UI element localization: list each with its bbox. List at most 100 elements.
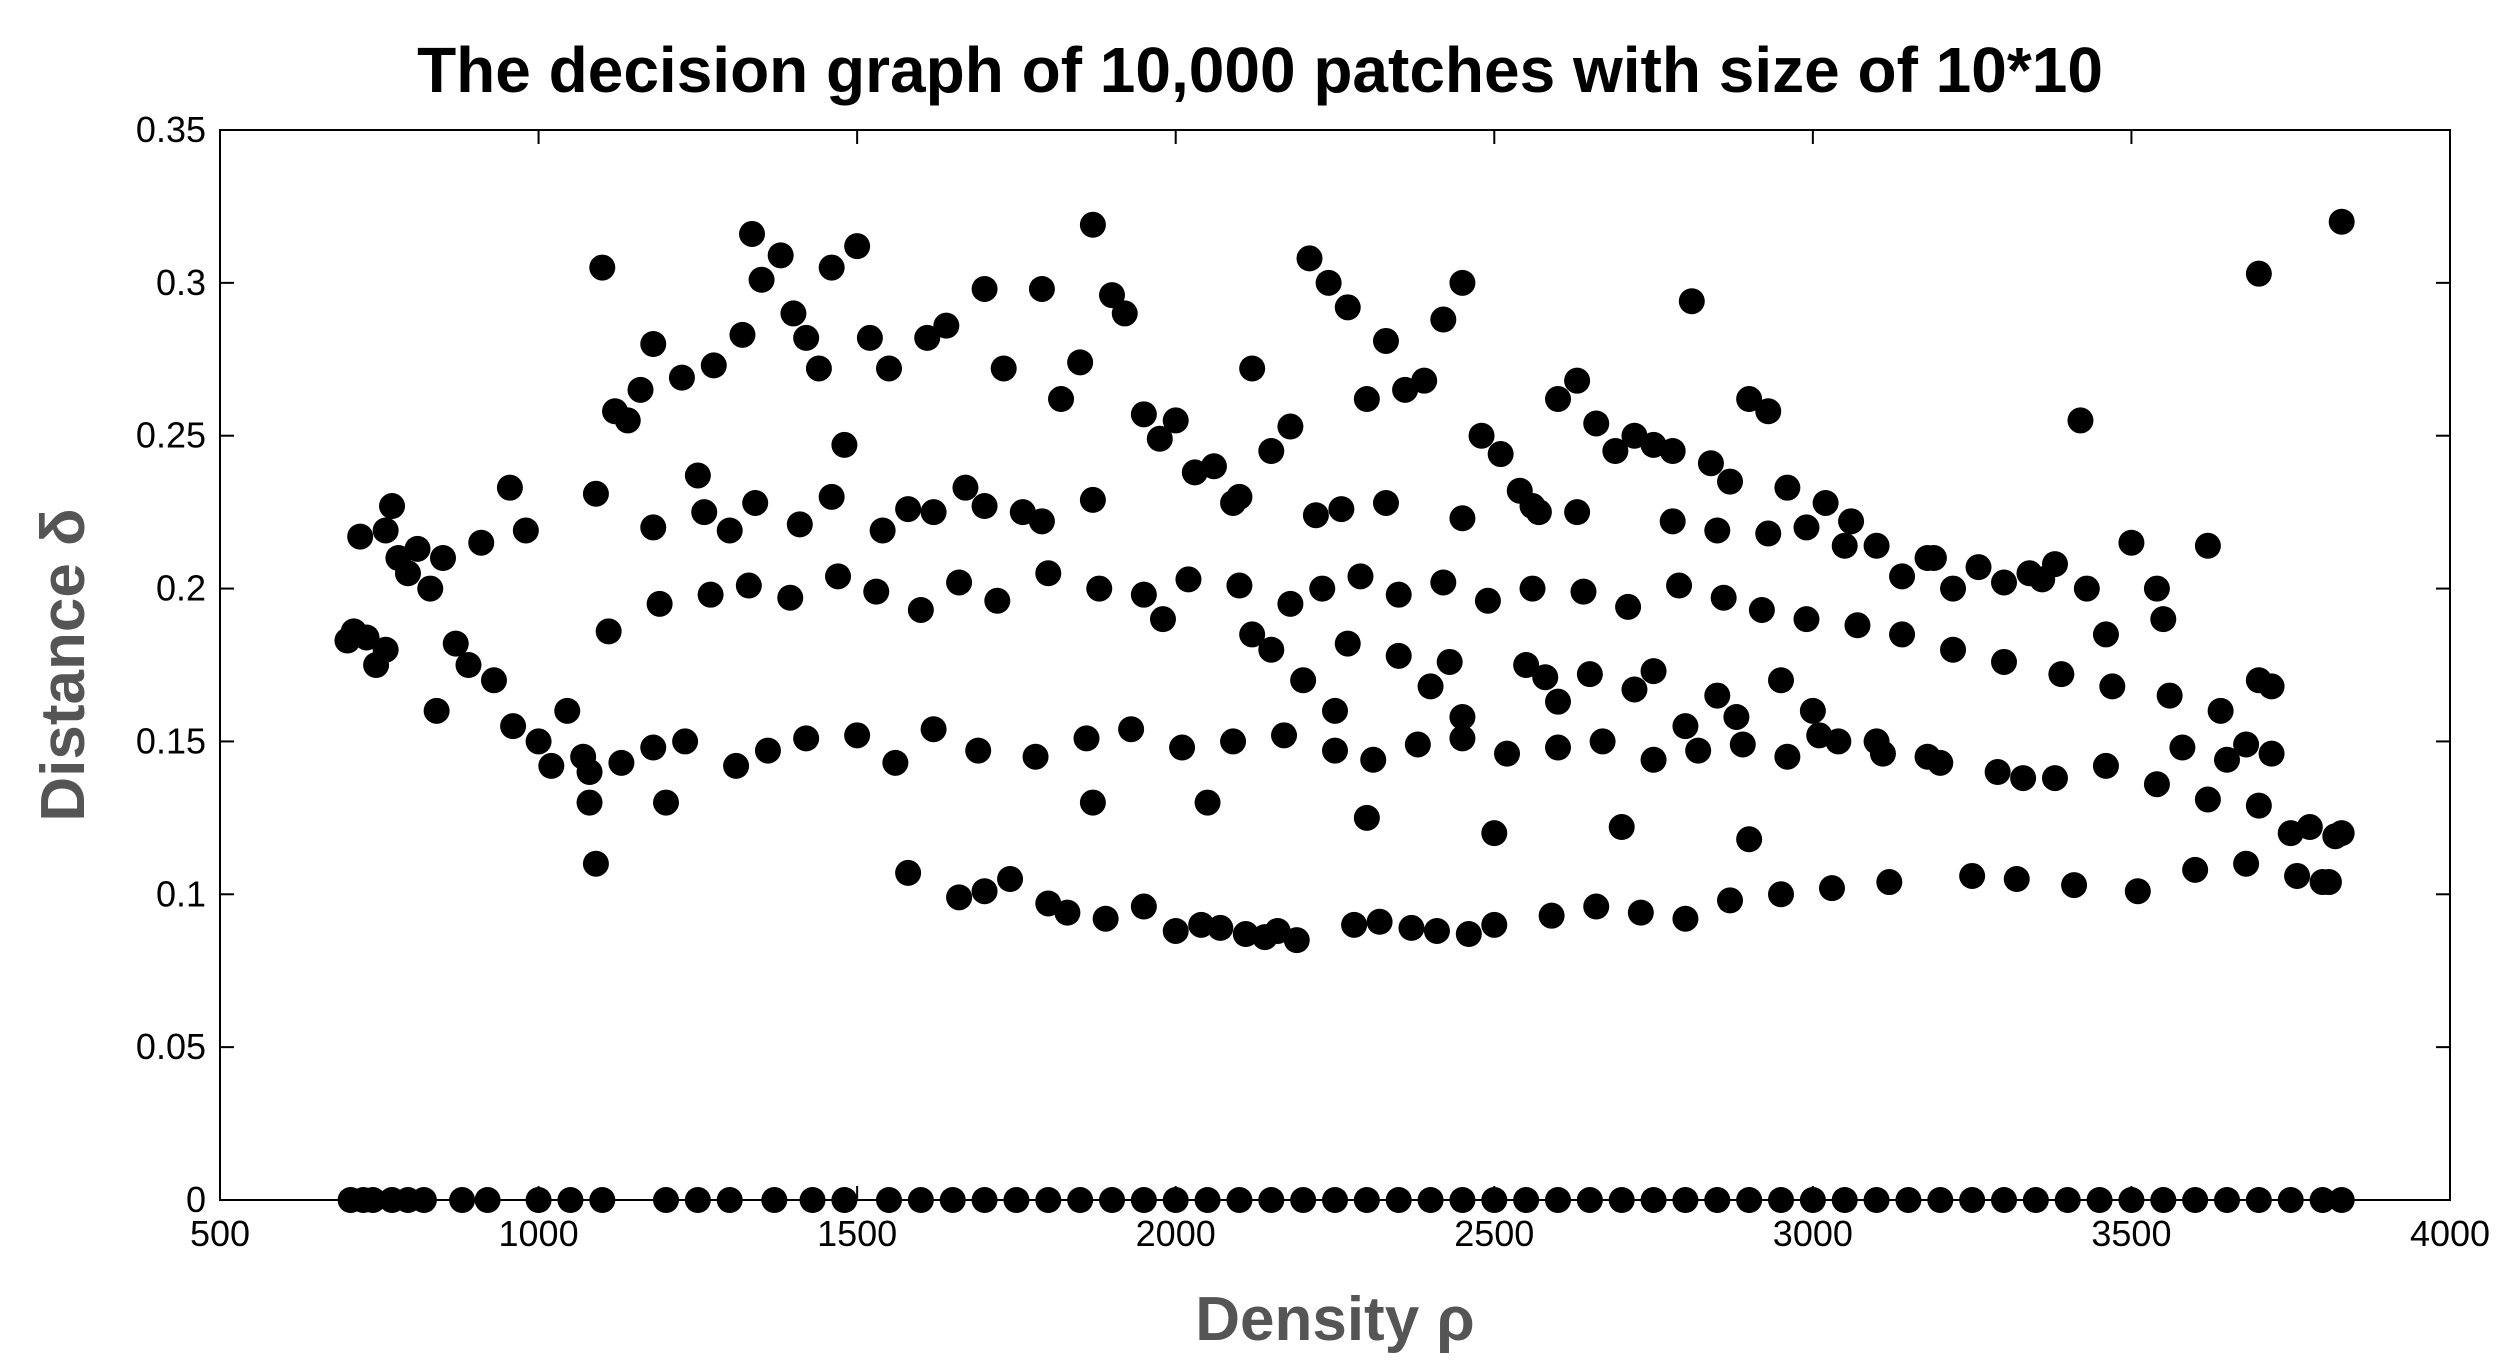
y-tick-label: 0.25 (136, 415, 206, 456)
data-point (946, 884, 973, 911)
data-point (939, 1187, 966, 1213)
data-point (1838, 508, 1865, 535)
data-point (2124, 878, 2151, 905)
data-point (1417, 1187, 1444, 1213)
data-point (1768, 1187, 1794, 1213)
data-point (946, 569, 973, 596)
x-tick-label: 3000 (1773, 1213, 1853, 1254)
data-point (1481, 820, 1508, 847)
data-point (1130, 401, 1157, 428)
data-point (2086, 1187, 2113, 1213)
data-point (1799, 1187, 1826, 1213)
data-point (777, 584, 804, 611)
data-point (742, 489, 769, 516)
data-point (1048, 386, 1075, 413)
data-point (971, 275, 998, 302)
data-point (1035, 1187, 1062, 1213)
data-point (831, 1187, 858, 1213)
data-point (1398, 914, 1425, 941)
data-point (1627, 899, 1654, 926)
data-point (907, 1187, 934, 1213)
data-point (1583, 410, 1610, 437)
data-point (2245, 260, 2272, 287)
data-point (1162, 407, 1189, 434)
data-point (1436, 648, 1463, 675)
data-point (1028, 275, 1055, 302)
data-point (1207, 914, 1234, 941)
data-point (1863, 728, 1890, 755)
data-point (1736, 386, 1763, 413)
data-point (1519, 493, 1546, 520)
data-point (895, 859, 922, 886)
data-point (1513, 652, 1540, 678)
data-point (1220, 728, 1247, 755)
data-point (640, 331, 667, 357)
data-point (2315, 869, 2342, 896)
data-point (474, 1187, 501, 1213)
data-point (952, 474, 979, 501)
data-point (1844, 612, 1871, 639)
data-point (748, 266, 775, 293)
data-point (1328, 496, 1355, 523)
data-point (844, 722, 871, 749)
data-point (1710, 584, 1737, 611)
data-point (582, 480, 609, 507)
data-point (576, 789, 603, 816)
data-point (971, 1187, 998, 1213)
data-point (1640, 658, 1667, 685)
data-point (2054, 1187, 2081, 1213)
data-point (576, 759, 603, 785)
data-point (1487, 441, 1514, 468)
data-point (1353, 1187, 1380, 1213)
data-point (767, 242, 794, 269)
data-point (1704, 517, 1731, 544)
y-axis-label: Distance δ (29, 508, 98, 821)
data-point (1538, 902, 1565, 929)
data-point (430, 545, 456, 571)
data-point (1532, 664, 1559, 691)
data-point (2073, 575, 2100, 602)
data-point (2067, 407, 2094, 434)
data-point (1290, 667, 1317, 694)
data-point (1672, 1187, 1699, 1213)
data-point (700, 352, 727, 379)
data-point (1079, 486, 1106, 513)
data-point (1271, 722, 1298, 749)
data-point (512, 517, 539, 544)
data-point (793, 324, 820, 351)
data-point (1818, 875, 1845, 902)
data-point (739, 220, 766, 247)
data-point (863, 578, 890, 605)
data-point (825, 563, 852, 590)
data-point (1067, 349, 1094, 376)
data-point (1028, 508, 1055, 535)
data-point (920, 716, 947, 743)
data-point (2233, 731, 2260, 758)
data-point (1545, 386, 1571, 413)
x-tick-label: 500 (190, 1213, 250, 1254)
data-point (1079, 211, 1106, 238)
data-point (971, 878, 998, 905)
data-point (1991, 569, 2017, 596)
data-point (1481, 1187, 1508, 1213)
data-point (984, 587, 1011, 614)
data-point (1768, 667, 1794, 694)
data-point (1729, 731, 1756, 758)
y-tick-label: 0.15 (136, 720, 206, 761)
data-point (1468, 422, 1495, 449)
data-point (1353, 386, 1380, 413)
data-point (1914, 743, 1941, 770)
data-point (525, 728, 552, 755)
data-point (1965, 554, 1992, 581)
data-point (640, 514, 667, 541)
data-point (353, 624, 380, 651)
data-point (1889, 621, 1916, 648)
data-point (1347, 563, 1374, 590)
data-point (1889, 563, 1916, 590)
data-point (997, 866, 1024, 892)
data-point (1455, 921, 1482, 948)
data-point (856, 324, 883, 351)
data-point (1519, 575, 1546, 602)
data-point (920, 499, 947, 526)
data-point (1385, 1187, 1412, 1213)
